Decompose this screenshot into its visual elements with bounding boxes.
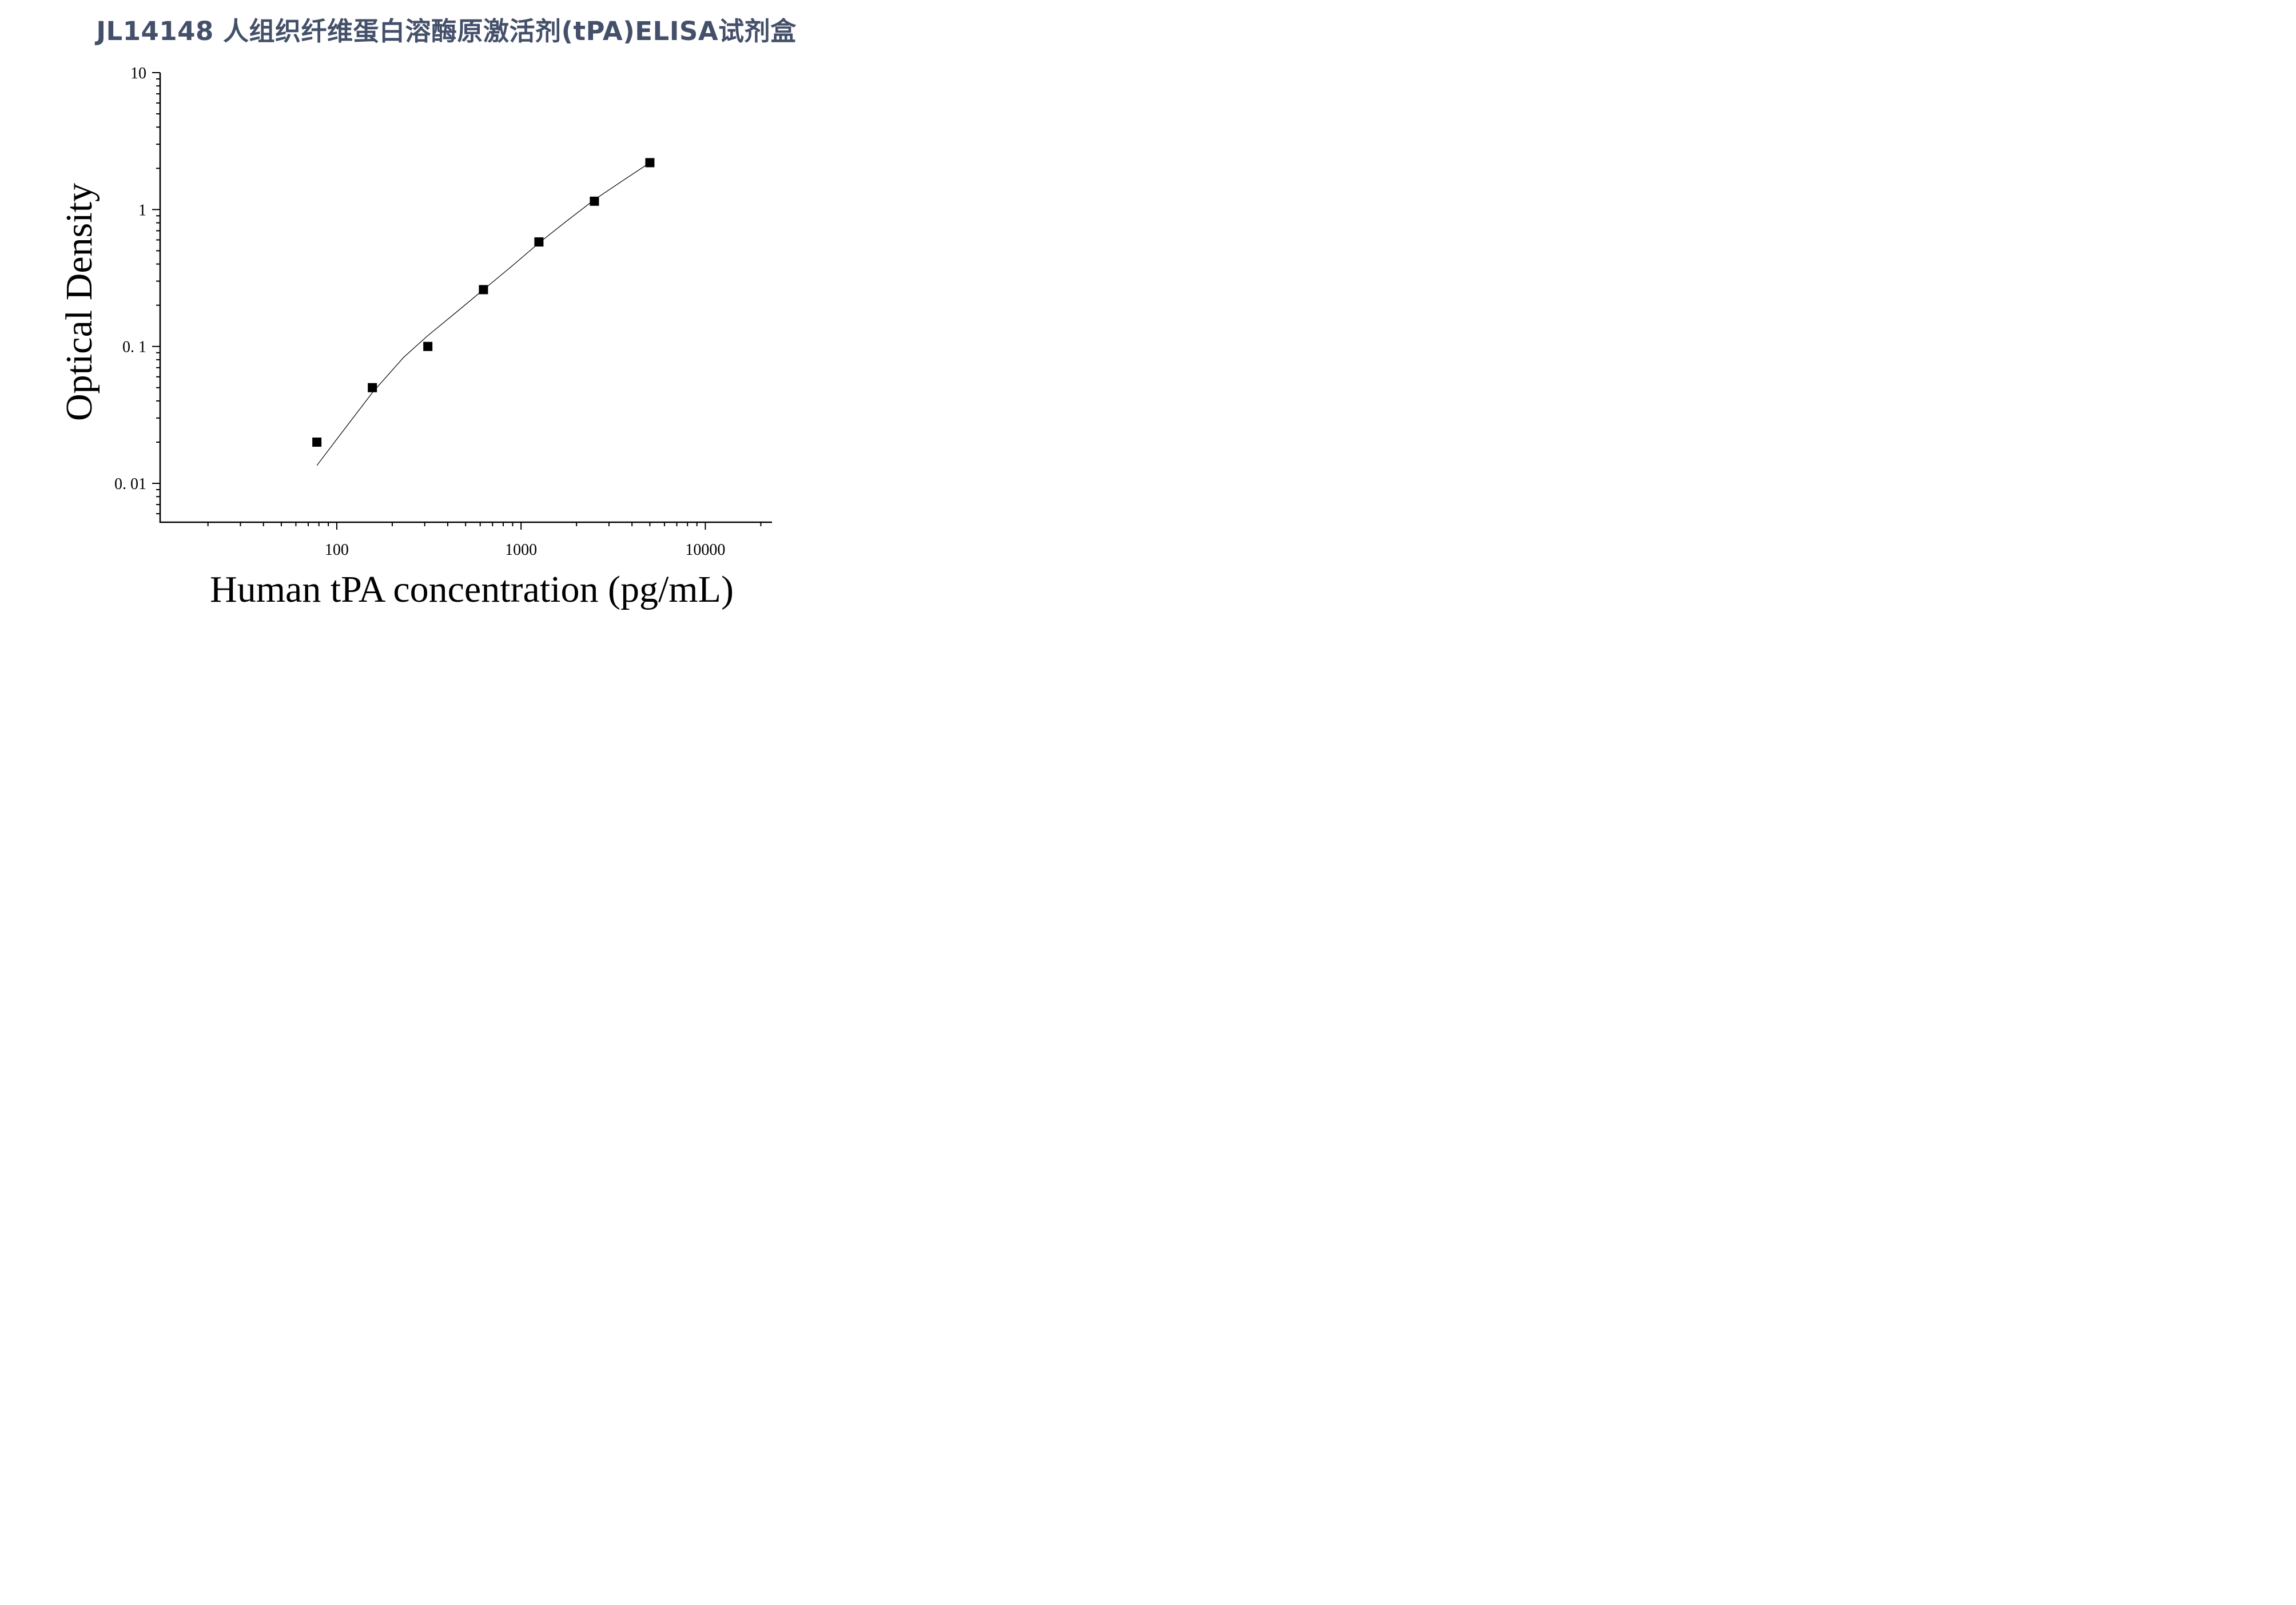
data-points: [312, 158, 655, 447]
y-tick-label: 10: [130, 65, 146, 82]
x-tick-label: 100: [325, 541, 349, 559]
x-tick-label: 1000: [505, 541, 537, 559]
chart: 100 1000 10000 10 1 0. 1 0. 01 Human tPA conce…: [58, 65, 772, 610]
data-point: [312, 437, 322, 447]
fit-curve: [316, 162, 650, 466]
y-tick-label: 0. 1: [122, 339, 146, 356]
x-axis-title: Human tPA concentration (pg/mL): [210, 569, 734, 610]
axes: 100 1000 10000 10 1 0. 1 0. 01: [114, 65, 772, 559]
data-point: [590, 196, 599, 206]
fit-curve-group: [316, 162, 650, 466]
data-point: [368, 383, 377, 392]
x-tick-label: 10000: [685, 541, 725, 559]
data-point: [423, 341, 433, 351]
page-title: JL14148 人组织纤维蛋白溶酶原激活剂(tPA)ELISA试剂盒: [96, 16, 797, 46]
y-tick-label: 0. 01: [114, 475, 146, 493]
y-tick-label: 1: [138, 201, 146, 219]
data-point: [534, 237, 544, 247]
data-point: [479, 285, 488, 295]
y-axis-title: Optical Density: [58, 183, 100, 421]
data-point: [645, 158, 655, 168]
